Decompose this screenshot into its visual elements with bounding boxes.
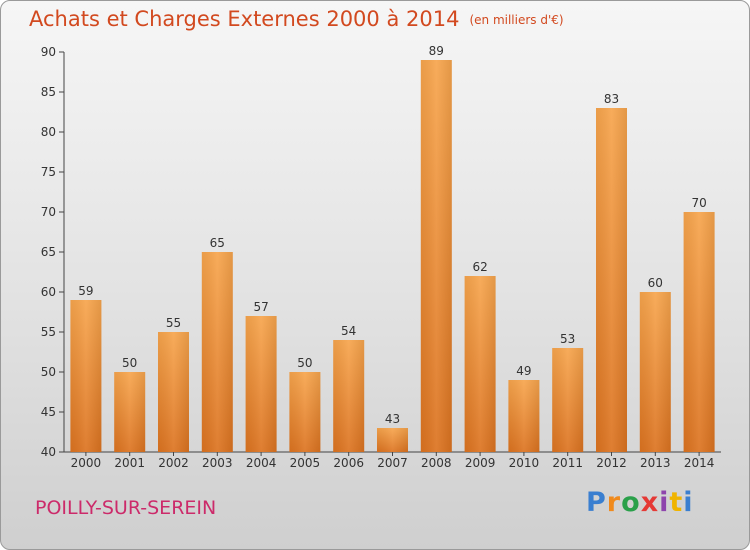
bar-shade xyxy=(245,316,277,452)
bar-shade xyxy=(552,348,584,452)
logo-letter: o xyxy=(621,487,641,518)
y-tick-label: 75 xyxy=(41,165,56,179)
y-tick-label: 45 xyxy=(41,405,56,419)
x-tick-label: 2010 xyxy=(509,456,540,470)
x-tick-label: 2004 xyxy=(246,456,277,470)
bar-value-label: 49 xyxy=(516,364,531,378)
bar-value-label: 50 xyxy=(297,356,312,370)
bar-shade xyxy=(201,252,233,452)
x-tick-label: 2001 xyxy=(114,456,145,470)
bar-value-label: 65 xyxy=(210,236,225,250)
bar-value-label: 50 xyxy=(122,356,137,370)
y-tick-label: 90 xyxy=(41,45,56,59)
logo-letter: x xyxy=(640,487,660,518)
logo-letter: r xyxy=(606,487,622,518)
bar-value-label: 89 xyxy=(429,44,444,58)
x-tick-label: 2005 xyxy=(290,456,321,470)
y-tick-label: 70 xyxy=(41,205,56,219)
bar-shade xyxy=(683,212,715,452)
bar-shade xyxy=(639,292,671,452)
y-tick-label: 85 xyxy=(41,85,56,99)
x-tick-label: 2014 xyxy=(684,456,715,470)
x-tick-label: 2009 xyxy=(465,456,496,470)
x-tick-label: 2003 xyxy=(202,456,233,470)
bars: 59 50 55 65 57 50 54 43 89 62 49 53 83 60 70 xyxy=(70,44,715,452)
x-tick-label: 2000 xyxy=(71,456,102,470)
bar-shade xyxy=(289,372,321,452)
title-text: Achats et Charges Externes 2000 à 2014 xyxy=(29,7,460,31)
bar-value-label: 55 xyxy=(166,316,181,330)
axes: 40 45 50 55 60 65 70 75 80 85 90 2000 2001 2002 2003 20… xyxy=(41,45,721,470)
bar-shade xyxy=(464,276,496,452)
x-tick-label: 2011 xyxy=(552,456,583,470)
x-tick-label: 2008 xyxy=(421,456,452,470)
x-tick-label: 2006 xyxy=(333,456,364,470)
x-tick-label: 2007 xyxy=(377,456,408,470)
bar-value-label: 53 xyxy=(560,332,575,346)
bar-shade xyxy=(158,332,189,452)
bar-value-label: 83 xyxy=(604,92,619,106)
logo-letter: t xyxy=(669,487,684,518)
commune-name: POILLY-SUR-SEREIN xyxy=(35,497,217,519)
bar-value-label: 43 xyxy=(385,412,400,426)
bar-value-label: 60 xyxy=(648,276,663,290)
x-tick-label: 2002 xyxy=(158,456,189,470)
chart-title: Achats et Charges Externes 2000 à 2014 (e… xyxy=(29,7,564,31)
bar-value-label: 57 xyxy=(253,300,268,314)
bar-shade xyxy=(114,372,146,452)
y-tick-label: 60 xyxy=(41,285,56,299)
bar-value-label: 62 xyxy=(472,260,487,274)
y-tick-label: 50 xyxy=(41,365,56,379)
title-unit: (en milliers d'€) xyxy=(469,13,564,27)
proxiti-logo: Proxiti xyxy=(586,487,694,518)
y-tick-label: 40 xyxy=(41,445,56,459)
bar-shade xyxy=(596,108,627,452)
logo-letter: P xyxy=(586,487,607,518)
logo-letter: i xyxy=(683,487,694,518)
logo-letter: i xyxy=(659,487,670,518)
x-tick-label: 2013 xyxy=(640,456,671,470)
x-tick-label: 2012 xyxy=(596,456,627,470)
bar-shade xyxy=(333,340,365,452)
bar-value-label: 70 xyxy=(691,196,706,210)
bar-shade xyxy=(70,300,102,452)
y-tick-label: 80 xyxy=(41,125,56,139)
y-tick-label: 55 xyxy=(41,325,56,339)
bar-shade xyxy=(508,380,540,452)
bar-shade xyxy=(377,428,408,452)
y-tick-label: 65 xyxy=(41,245,56,259)
bar-value-label: 54 xyxy=(341,324,356,338)
bar-value-label: 59 xyxy=(78,284,93,298)
bar-shade xyxy=(420,60,452,452)
